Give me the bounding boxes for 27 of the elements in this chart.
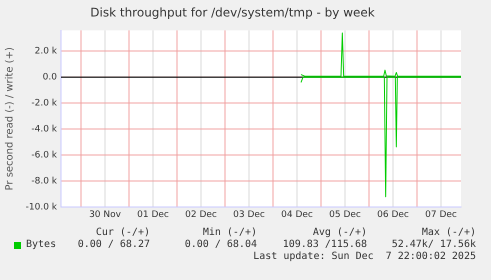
y-tick-label: 2.0 k (34, 46, 58, 57)
y-tick-label: -4.0 k (31, 124, 58, 135)
text: Avg (-/+) (312, 227, 367, 238)
text: 0.00 / 68.27 (78, 239, 150, 250)
y-tick-label: -2.0 k (31, 98, 58, 109)
text: 0.00 / 68.04 (184, 239, 257, 250)
legend-label: Bytes (26, 239, 56, 250)
x-tick-label: 04 Dec (281, 210, 313, 220)
x-tick-label: 05 Dec (329, 210, 361, 220)
y-tick-label: -8.0 k (31, 176, 58, 187)
text: Min (-/+) (202, 227, 257, 238)
y-axis-title: Pr second read (-) / write (+) (4, 47, 16, 190)
chart-title: Disk throughput for /dev/system/tmp - by week (90, 5, 375, 20)
x-tick-label: 30 Nov (89, 210, 122, 220)
x-tick-label: 02 Dec (185, 210, 217, 220)
text: Cur (-/+) (96, 227, 150, 238)
y-tick-label: 0.0 (42, 72, 58, 83)
x-tick-label: 06 Dec (377, 210, 409, 220)
text: Max (-/+) (422, 227, 476, 238)
text: 52.47k/ 17.56k (392, 239, 476, 250)
text: 109.83 /115.68 (282, 239, 367, 250)
text: Last update: Sun Dec 7 22:00:02 2025 (253, 251, 476, 262)
x-tick-label: 07 Dec (425, 210, 457, 220)
x-tick-label: 01 Dec (137, 210, 169, 220)
x-tick-label: 03 Dec (233, 210, 265, 220)
y-tick-label: -6.0 k (31, 150, 58, 161)
y-tick-label: -10.0 k (26, 202, 58, 213)
